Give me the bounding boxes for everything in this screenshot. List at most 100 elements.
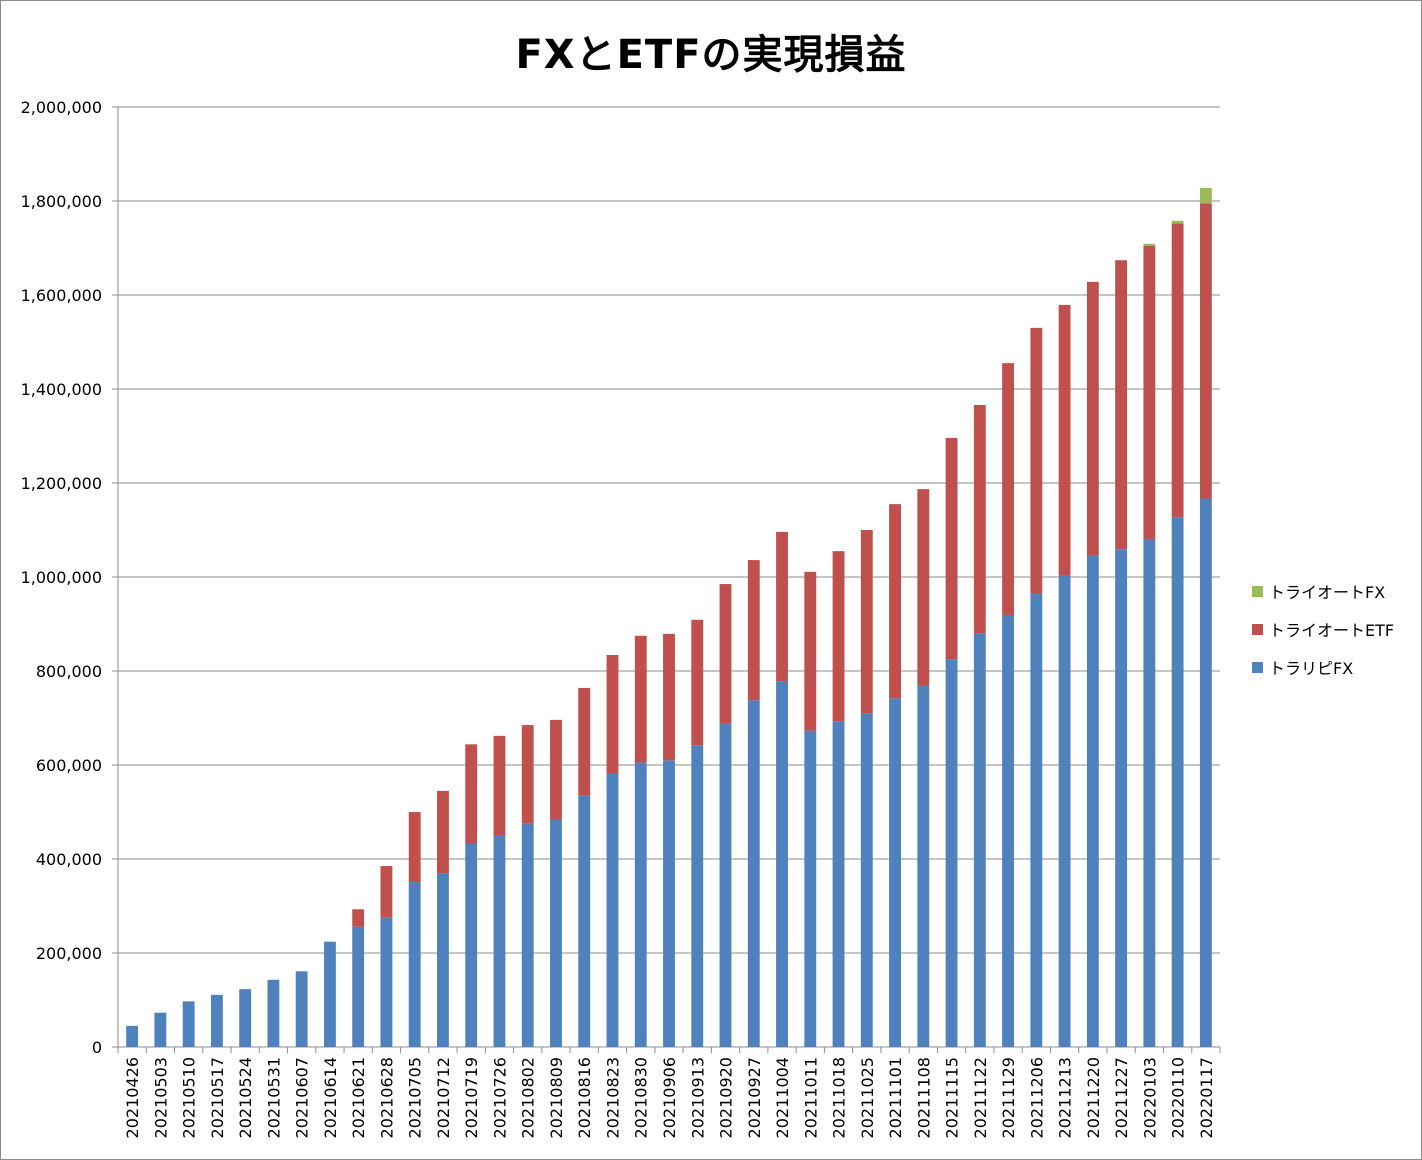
bar-traripi-fx (239, 989, 252, 1047)
x-tick-label: 20211011 (801, 1057, 820, 1138)
bar-triauto-fx (1199, 187, 1212, 204)
x-tick-label: 20220103 (1140, 1057, 1159, 1138)
bar-traripi-fx (1171, 517, 1184, 1047)
x-tick-label: 20210913 (688, 1057, 707, 1138)
legend-label: トラリピFX (1269, 659, 1354, 678)
bar-triauto-etf (408, 812, 421, 883)
x-tick-label: 20211108 (914, 1057, 933, 1138)
bar-traripi-fx (323, 941, 336, 1047)
bar-triauto-etf (804, 571, 817, 731)
bar-triauto-etf (973, 404, 986, 634)
bar-triauto-fx (1171, 220, 1184, 224)
y-tick-label: 1,600,000 (21, 286, 102, 305)
bar-triauto-etf (493, 735, 506, 836)
x-tick-label: 20211101 (886, 1057, 905, 1138)
bar-triauto-etf (860, 530, 873, 714)
legend-swatch (1252, 623, 1263, 635)
x-tick-label: 20211220 (1084, 1057, 1103, 1138)
bar-triauto-etf (1115, 260, 1128, 550)
bar-traripi-fx (1115, 549, 1128, 1047)
chart-title: FXとETFの実現損益 (515, 32, 907, 78)
bar-triauto-etf (437, 790, 449, 874)
x-tick-label: 20210906 (660, 1057, 679, 1138)
bar-triauto-etf (465, 744, 478, 844)
bar-triauto-etf (776, 531, 788, 682)
x-tick-label: 20211004 (773, 1057, 792, 1138)
x-tick-label: 20210802 (519, 1057, 538, 1138)
x-tick-label: 20211213 (1056, 1057, 1075, 1138)
bar-traripi-fx (295, 971, 308, 1047)
x-tick-label: 20210927 (745, 1057, 764, 1138)
x-tick-label: 20211018 (830, 1057, 849, 1138)
bar-traripi-fx (634, 762, 647, 1047)
x-tick-label: 20210719 (462, 1057, 481, 1138)
bar-traripi-fx (380, 917, 393, 1047)
x-tick-label: 20210614 (321, 1057, 340, 1138)
y-tick-label: 2,000,000 (21, 98, 102, 117)
bar-traripi-fx (691, 745, 704, 1047)
bar-traripi-fx (1199, 498, 1212, 1047)
bar-traripi-fx (154, 1012, 167, 1047)
bar-traripi-fx (182, 1001, 195, 1047)
x-tick-label: 20211206 (1027, 1057, 1046, 1138)
bar-traripi-fx (1086, 555, 1099, 1047)
y-tick-label: 200,000 (36, 944, 102, 963)
x-tick-label: 20210426 (123, 1057, 142, 1138)
bar-triauto-etf (832, 551, 845, 722)
legend-swatch (1252, 661, 1263, 673)
bar-traripi-fx (267, 979, 280, 1047)
bar-traripi-fx (860, 713, 873, 1047)
x-tick-label: 20211122 (971, 1057, 990, 1138)
x-tick-label: 20210517 (208, 1057, 227, 1138)
x-tick-label: 20220110 (1169, 1057, 1188, 1138)
bar-traripi-fx (804, 730, 817, 1047)
bar-triauto-etf (1030, 327, 1043, 594)
y-tick-label: 0 (92, 1038, 102, 1057)
x-tick-label: 20210705 (406, 1057, 425, 1138)
bar-traripi-fx (465, 843, 478, 1047)
bar-traripi-fx (747, 700, 760, 1047)
x-tick-label: 20211227 (1112, 1057, 1131, 1138)
x-tick-label: 20210628 (377, 1057, 396, 1138)
y-tick-label: 1,800,000 (21, 192, 102, 211)
bar-traripi-fx (1030, 593, 1043, 1047)
legend-item-traripi-fx: トラリピFX (1252, 648, 1420, 686)
y-tick-label: 1,000,000 (21, 568, 102, 587)
legend-item-triauto-fx: トライオートFX (1252, 572, 1420, 610)
bar-traripi-fx (606, 773, 619, 1047)
bar-traripi-fx (126, 1025, 139, 1047)
bar-triauto-etf (550, 719, 562, 820)
legend: トライオートFX トライオートETF トラリピFX (1252, 572, 1420, 686)
bar-traripi-fx (973, 633, 986, 1047)
x-tick-label: 20210823 (603, 1057, 622, 1138)
x-tick-label: 20210510 (180, 1057, 199, 1138)
x-tick-label: 20210726 (490, 1057, 509, 1138)
bar-traripi-fx (945, 659, 958, 1047)
bar-traripi-fx (521, 823, 534, 1047)
x-tick-label: 20210816 (575, 1057, 594, 1138)
x-tick-label: 20210920 (717, 1057, 736, 1138)
bar-triauto-etf (634, 635, 647, 763)
bar-triauto-etf (1199, 203, 1212, 499)
bar-traripi-fx (352, 926, 365, 1047)
bar-triauto-fx (1143, 243, 1156, 246)
x-tick-label: 20210503 (151, 1057, 170, 1138)
bar-triauto-etf (719, 584, 732, 724)
bar-triauto-etf (945, 437, 958, 660)
x-tick-label: 20220117 (1197, 1057, 1216, 1138)
bar-traripi-fx (917, 686, 930, 1047)
bar-triauto-etf (1058, 304, 1071, 576)
bar-triauto-etf (606, 655, 619, 774)
bar-triauto-etf (352, 909, 365, 927)
legend-swatch (1252, 585, 1263, 597)
bar-traripi-fx (776, 681, 788, 1047)
bar-triauto-etf (747, 560, 760, 701)
bar-triauto-etf (691, 619, 704, 746)
x-tick-label: 20210524 (236, 1057, 255, 1138)
bar-traripi-fx (578, 795, 591, 1047)
bar-traripi-fx (1058, 575, 1071, 1047)
bar-traripi-fx (408, 882, 421, 1047)
bar-triauto-etf (663, 633, 675, 761)
